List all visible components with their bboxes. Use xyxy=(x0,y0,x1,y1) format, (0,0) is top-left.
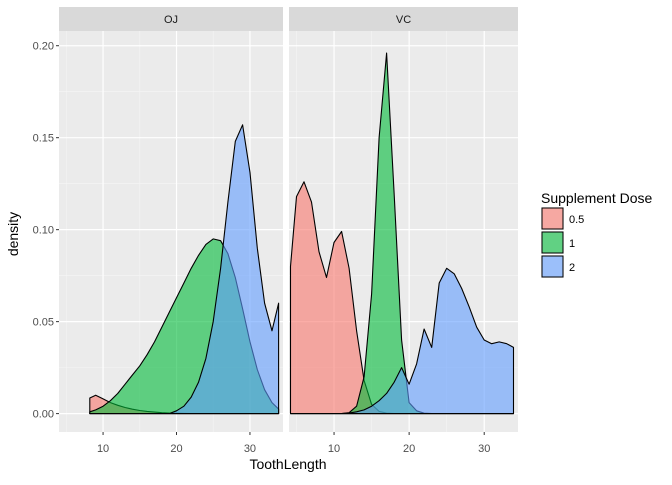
legend-key-dose-2 xyxy=(541,255,564,278)
facet-strip-label: OJ xyxy=(164,14,178,26)
facet-oj: OJ 10 20 30 xyxy=(59,7,283,455)
y-tick-label: 0.20 xyxy=(33,41,54,53)
x-tick-label: 30 xyxy=(244,443,256,455)
legend-label-dose-1: 1 xyxy=(569,238,575,250)
facet-strip xyxy=(59,7,283,31)
y-tick-label: 0.10 xyxy=(33,225,54,237)
y-tick-label: 0.05 xyxy=(33,317,54,329)
facet-strip-label: VC xyxy=(396,14,411,26)
facet-strip xyxy=(289,7,518,31)
density-area-dose-2 xyxy=(289,267,515,415)
x-axis-title: ToothLength xyxy=(249,456,326,472)
density-area-dose-2 xyxy=(89,124,280,415)
facet-vc: VC 10 20 30 xyxy=(289,7,518,455)
x-tick-label: 10 xyxy=(97,443,109,455)
legend-key-dose-1 xyxy=(541,231,564,254)
y-axis-title: density xyxy=(5,212,21,256)
legend-key-dose-0.5 xyxy=(541,207,564,230)
y-tick-label: 0.00 xyxy=(33,409,54,421)
legend-label-dose-2: 2 xyxy=(569,262,575,274)
x-tick-label: 20 xyxy=(170,443,182,455)
y-tick-label: 0.15 xyxy=(33,133,54,145)
x-tick-label: 30 xyxy=(478,443,490,455)
x-tick-label: 10 xyxy=(328,443,340,455)
x-tick-label: 20 xyxy=(403,443,415,455)
legend-label-dose-0.5: 0.5 xyxy=(569,214,584,226)
legend-title: Supplement Dose xyxy=(541,190,653,206)
legend: Supplement Dose 0.5 1 2 xyxy=(541,190,653,278)
